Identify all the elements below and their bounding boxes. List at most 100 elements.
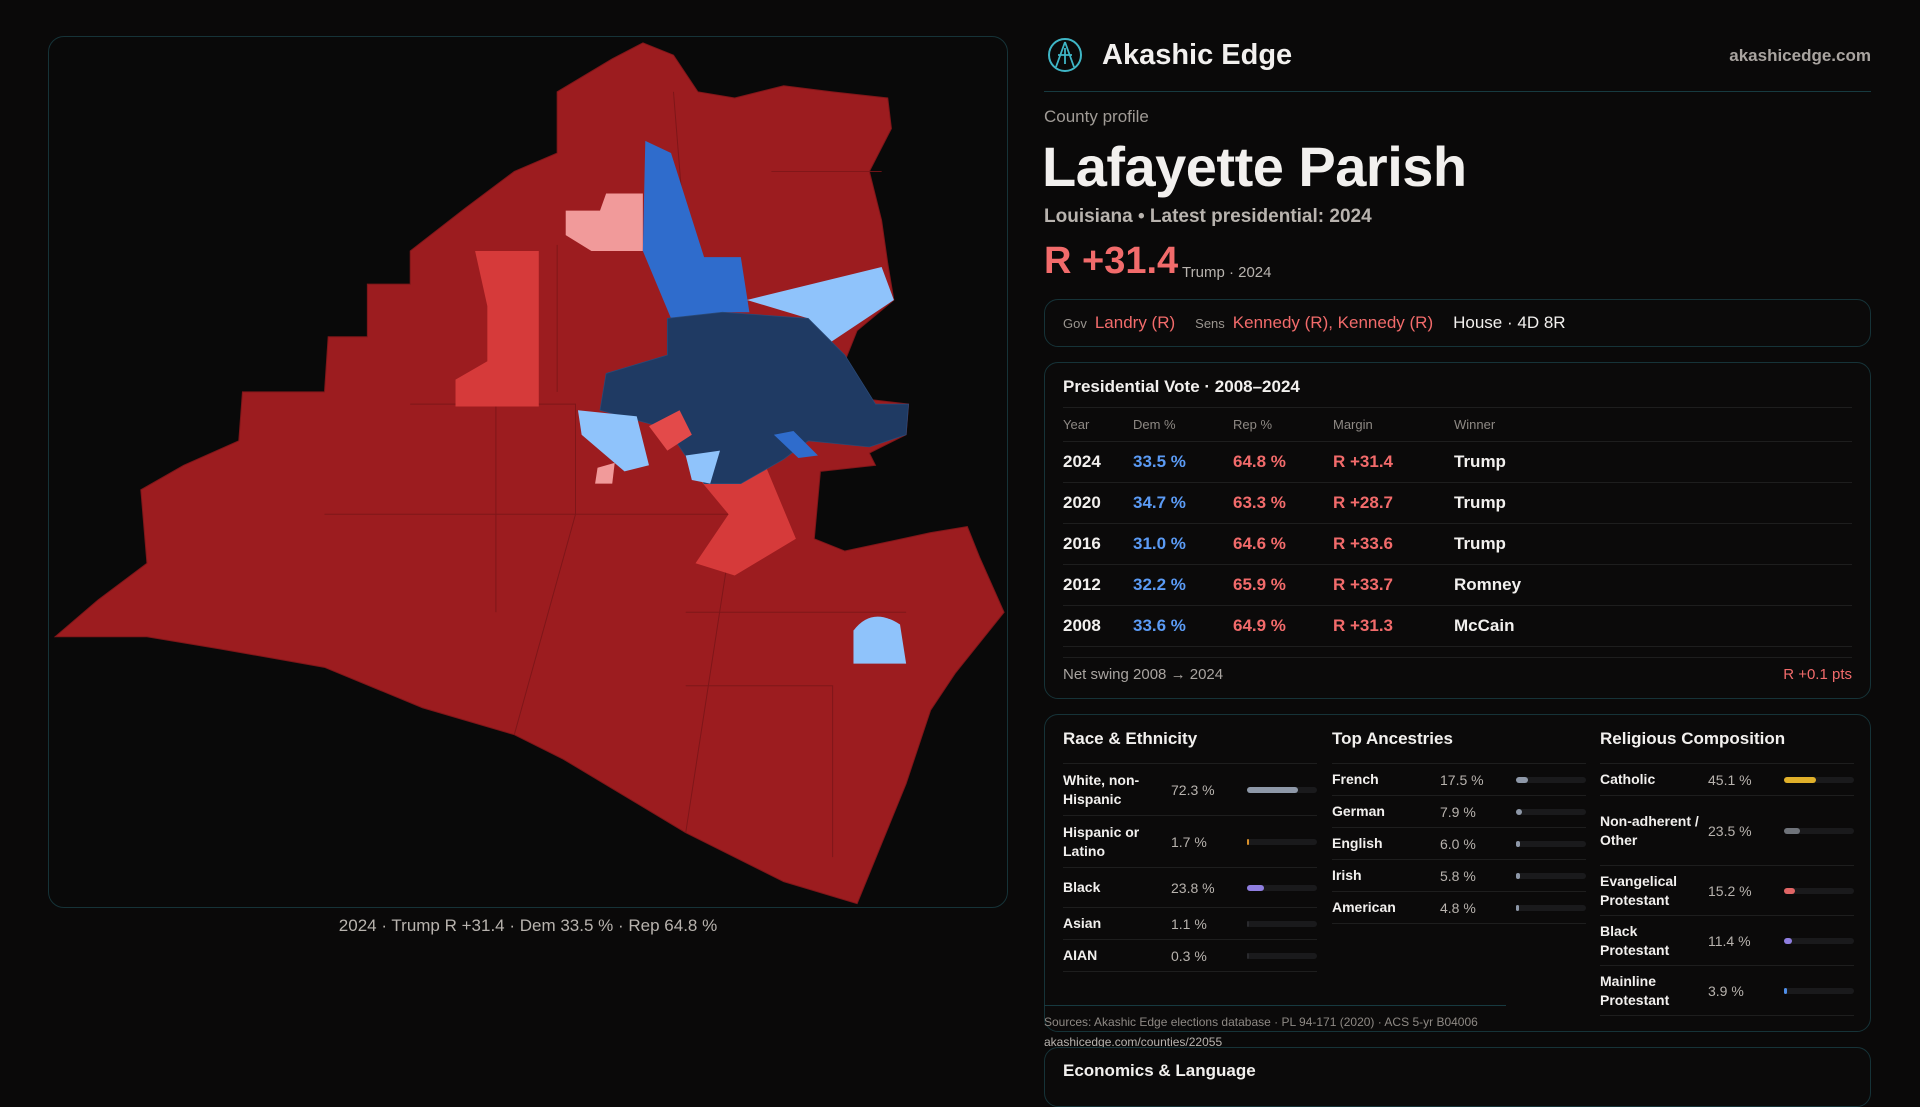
race-bar: [1247, 920, 1317, 927]
col-dem: Dem %: [1133, 407, 1233, 442]
cell-winner: McCain: [1454, 605, 1852, 647]
cell-winner: Trump: [1454, 482, 1852, 524]
race-bar: [1247, 884, 1317, 891]
race-row: Black 23.8 %: [1063, 868, 1317, 908]
race-row: AIAN 0.3 %: [1063, 940, 1317, 972]
religion-row: Non-adherent / Other 23.5 %: [1600, 796, 1854, 866]
ancestry-column: Top Ancestries French 17.5 % German 7.9 % Eng…: [1332, 729, 1586, 924]
economics-card: Economics & Language: [1044, 1047, 1871, 1107]
ancestry-value: 4.8 %: [1440, 899, 1476, 916]
ancestry-value: 17.5 %: [1440, 771, 1484, 788]
race-bar-fill: [1247, 884, 1264, 891]
religion-name: Evangelical Protestant: [1600, 872, 1678, 908]
race-row: Hispanic or Latino 1.7 %: [1063, 816, 1317, 868]
county-map-panel[interactable]: [48, 36, 1008, 908]
ancestry-bar: [1516, 776, 1586, 783]
ancestry-bar: [1516, 872, 1586, 879]
table-row: 2012 32.2 % 65.9 % R +33.7 Romney: [1063, 564, 1852, 606]
ancestry-row: American 4.8 %: [1332, 892, 1586, 924]
ancestry-name: German: [1332, 803, 1385, 819]
akashic-logo-icon: [1048, 38, 1082, 72]
cell-year: 2016: [1063, 523, 1133, 565]
cell-rep: 64.9 %: [1233, 605, 1333, 647]
cell-year: 2008: [1063, 605, 1133, 647]
ancestry-title: Top Ancestries: [1332, 729, 1586, 764]
demographics-card: Race & Ethnicity White, non-Hispanic 72.3 …: [1044, 714, 1871, 1032]
religion-row: Mainline Protestant 3.9 %: [1600, 966, 1854, 1016]
ancestry-name: French: [1332, 771, 1379, 787]
ancestry-name: English: [1332, 835, 1383, 851]
race-value: 1.1 %: [1171, 915, 1207, 932]
presidential-table: Year Dem % Rep % Margin Winner 2024 33.5 …: [1063, 407, 1852, 647]
ancestry-row: French 17.5 %: [1332, 764, 1586, 796]
race-bar: [1247, 786, 1317, 793]
page-title: Lafayette Parish: [1042, 135, 1467, 198]
cell-dem: 34.7 %: [1133, 482, 1233, 524]
race-name: Black: [1063, 879, 1101, 895]
religion-name: Catholic: [1600, 771, 1656, 787]
religion-bar-fill: [1784, 827, 1801, 834]
ancestry-bar: [1516, 904, 1586, 911]
race-value: 1.7 %: [1171, 833, 1207, 850]
table-row: 2024 33.5 % 64.8 % R +31.4 Trump: [1063, 441, 1852, 483]
cell-rep: 63.3 %: [1233, 482, 1333, 524]
ancestry-row: German 7.9 %: [1332, 796, 1586, 828]
ancestry-bar: [1516, 808, 1586, 815]
cell-winner: Romney: [1454, 564, 1852, 606]
gov-label: Gov: [1063, 315, 1087, 331]
religion-bar-fill: [1784, 776, 1816, 783]
site-link[interactable]: akashicedge.com: [1729, 46, 1871, 65]
race-name: Hispanic or Latino: [1063, 823, 1140, 859]
governor: Landry (R): [1094, 313, 1176, 332]
cell-dem: 31.0 %: [1133, 523, 1233, 565]
race-bar: [1247, 838, 1317, 845]
race-bar-fill: [1247, 838, 1249, 845]
religion-bar-fill: [1784, 937, 1792, 944]
ancestry-bar-fill: [1516, 904, 1520, 911]
religion-bar-fill: [1784, 887, 1795, 894]
religion-name: Black Protestant: [1600, 922, 1670, 958]
cell-rep: 65.9 %: [1233, 564, 1333, 606]
brand[interactable]: Akashic Edge: [1046, 36, 1292, 74]
ancestry-bar-fill: [1516, 872, 1521, 879]
ancestry-bar: [1516, 840, 1586, 847]
religion-bar: [1784, 776, 1854, 783]
senators-label: Sens: [1195, 315, 1225, 331]
race-row: Asian 1.1 %: [1063, 908, 1317, 940]
col-margin: Margin: [1333, 407, 1454, 442]
col-winner: Winner: [1454, 407, 1852, 442]
race-name: AIAN: [1063, 947, 1098, 963]
religion-bar: [1784, 937, 1854, 944]
race-column: Race & Ethnicity White, non-Hispanic 72.3 …: [1063, 729, 1317, 972]
race-title: Race & Ethnicity: [1063, 729, 1317, 764]
religion-column: Religious Composition Catholic 45.1 % Non-a…: [1600, 729, 1854, 1016]
house-delegation: House · 4D 8R: [1453, 313, 1566, 332]
ancestry-bar-fill: [1516, 840, 1521, 847]
race-name: Asian: [1063, 915, 1102, 931]
religion-value: 15.2 %: [1708, 882, 1752, 899]
page-kicker: County profile: [1044, 107, 1149, 126]
card-title: Presidential Vote · 2008–2024: [1063, 377, 1300, 396]
race-bar: [1247, 952, 1317, 959]
sources-link[interactable]: akashicedge.com/counties/22055: [1044, 1035, 1223, 1049]
net-swing-value: R +0.1 pts: [1783, 666, 1852, 683]
cell-dem: 33.5 %: [1133, 441, 1233, 483]
net-swing: Net swing 2008 → 2024 R +0.1 pts: [1063, 657, 1852, 683]
brand-name: Akashic Edge: [1102, 38, 1293, 71]
header-divider: [1044, 91, 1871, 92]
race-value: 0.3 %: [1171, 947, 1207, 964]
cell-dem: 32.2 %: [1133, 564, 1233, 606]
table-row: 2020 34.7 % 63.3 % R +28.7 Trump: [1063, 482, 1852, 524]
cell-rep: 64.8 %: [1233, 441, 1333, 483]
cell-year: 2024: [1063, 441, 1133, 483]
ancestry-name: American: [1332, 899, 1396, 915]
headline-margin-sub: Trump · 2024: [1182, 264, 1272, 281]
ancestry-row: Irish 5.8 %: [1332, 860, 1586, 892]
race-row: White, non-Hispanic 72.3 %: [1063, 764, 1317, 816]
cell-margin: R +33.6: [1333, 523, 1454, 565]
sources-text: Sources: Akashic Edge elections database…: [1044, 1015, 1478, 1029]
ancestry-value: 6.0 %: [1440, 835, 1476, 852]
col-rep: Rep %: [1233, 407, 1333, 442]
religion-row: Black Protestant 11.4 %: [1600, 916, 1854, 966]
cell-winner: Trump: [1454, 523, 1852, 565]
